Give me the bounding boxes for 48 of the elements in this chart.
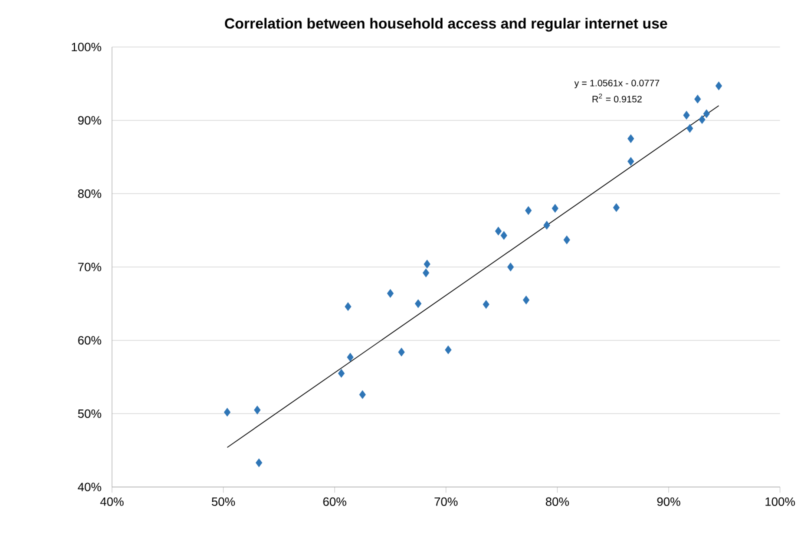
point xyxy=(346,352,354,362)
y-tick-label: 90% xyxy=(78,116,102,125)
point xyxy=(387,289,394,298)
point xyxy=(564,236,570,244)
point xyxy=(254,406,261,414)
point xyxy=(522,296,530,304)
point xyxy=(694,94,701,104)
point xyxy=(686,124,694,133)
point xyxy=(500,231,508,240)
annotation: R$^{2}$ = 0.9152 xyxy=(592,94,642,102)
point xyxy=(613,203,620,212)
point xyxy=(359,390,366,399)
x-tick-label: 80% xyxy=(546,497,569,506)
x-tick-label: 90% xyxy=(657,497,680,506)
point xyxy=(715,82,722,90)
point xyxy=(628,134,634,143)
x-tick-label: 60% xyxy=(323,497,346,506)
y-tick-label: 40% xyxy=(78,482,102,492)
x-tick-label: 70% xyxy=(434,497,458,506)
point xyxy=(422,268,430,278)
point xyxy=(344,302,352,311)
point xyxy=(424,260,430,268)
y-tick-label: 80% xyxy=(78,189,102,198)
y-tick-label: 60% xyxy=(78,336,102,345)
point xyxy=(525,206,532,215)
point xyxy=(628,157,634,166)
point xyxy=(683,110,690,120)
point xyxy=(507,262,514,272)
x-tick-label: 100% xyxy=(766,497,795,506)
point xyxy=(495,226,502,236)
point xyxy=(482,300,490,309)
point xyxy=(338,369,345,378)
point xyxy=(703,109,710,118)
point xyxy=(698,115,706,124)
y-tick-label: 100% xyxy=(72,42,102,52)
point xyxy=(414,299,422,308)
chart-title: Correlation between household access and regular internet use xyxy=(224,18,668,32)
point xyxy=(444,346,452,354)
y-tick-label: 50% xyxy=(78,409,102,418)
point xyxy=(552,204,558,213)
point xyxy=(398,348,405,356)
x-tick-label: 40% xyxy=(100,497,124,506)
y-tick-label: 70% xyxy=(78,262,102,272)
point xyxy=(256,458,262,468)
annotation: y = 1.0561x - 0.0777 xyxy=(574,80,660,88)
x-tick-label: 50% xyxy=(212,497,235,506)
point xyxy=(224,408,230,416)
point xyxy=(543,220,550,230)
